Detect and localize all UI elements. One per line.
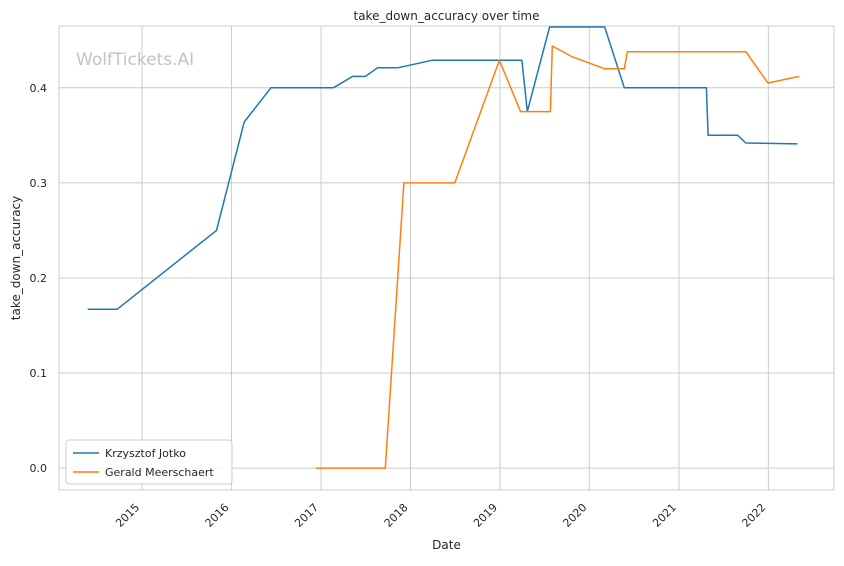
x-axis-label: Date — [432, 538, 461, 552]
y-tick-label: 0.3 — [30, 177, 48, 190]
watermark-text: WolfTickets.AI — [76, 50, 194, 70]
legend-box — [65, 439, 233, 485]
legend: Krzysztof Jotko Gerald Meerschaert — [65, 439, 233, 485]
y-tick-label: 0.4 — [30, 82, 48, 95]
y-tick-label: 0.1 — [30, 367, 48, 380]
y-tick-label: 0.2 — [30, 272, 48, 285]
series-layer — [87, 26, 800, 469]
legend-label-gerald-meerschaert: Gerald Meerschaert — [105, 466, 214, 479]
y-tick-labels: 0.0 0.1 0.2 0.3 0.4 — [30, 82, 48, 475]
plot-area-frame — [58, 25, 835, 491]
chart-title: take_down_accuracy over time — [354, 9, 540, 23]
y-tick-label: 0.0 — [30, 462, 48, 475]
legend-label-krzysztof-jotko: Krzysztof Jotko — [105, 447, 186, 460]
series-line-krzysztof-jotko — [87, 26, 798, 311]
series-line-gerald-meerschaert — [315, 45, 800, 469]
y-axis-label: take_down_accuracy — [9, 196, 23, 320]
